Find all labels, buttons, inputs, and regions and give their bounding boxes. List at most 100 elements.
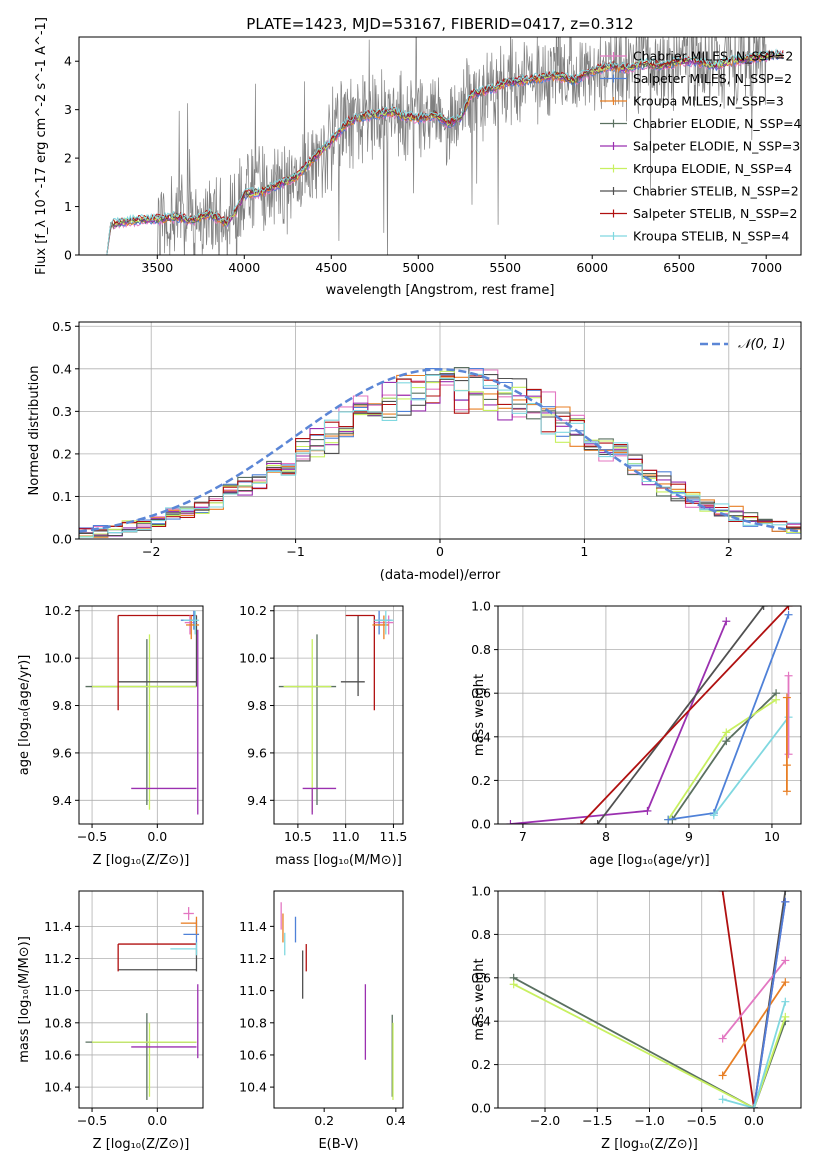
y-tick-label: 0.2 xyxy=(471,773,491,788)
y-tick-label: 10.0 xyxy=(239,651,267,666)
y-tick-label: 9.4 xyxy=(52,793,72,808)
spectrum-axes: 3500 4000 4500 5000 5500 6000 6500 7000 0 1 2 3 4 xyxy=(64,54,782,275)
x-tick-label: 0.0 xyxy=(744,1113,764,1128)
x-axis-label: wavelength [Angstrom, rest frame] xyxy=(326,283,555,298)
massweight-vs-Z-frame xyxy=(497,890,802,1109)
x-tick-label: 10 xyxy=(764,829,780,844)
y-tick-label: 1 xyxy=(64,199,72,214)
massweight-vs-age-axes: 7 8 9 10 0.0 0.2 0.4 0.6 0.8 1.0 xyxy=(471,599,801,844)
x-tick-label: 9 xyxy=(685,829,693,844)
mass-vs-ebv-axes: 0.2 0.4 10.4 10.6 10.8 11.0 11.2 11.4 xyxy=(239,919,406,1128)
x-tick-label: −2.0 xyxy=(530,1113,560,1128)
age-vs-mass-frame xyxy=(273,605,404,825)
residual-histogram xyxy=(79,373,801,539)
x-axis-label: (data-model)/error xyxy=(380,568,501,583)
x-tick-label: −0.5 xyxy=(77,829,107,844)
y-tick-label: 2 xyxy=(64,151,72,166)
x-tick-label: 6500 xyxy=(663,260,695,275)
y-tick-label: 11.2 xyxy=(44,951,72,966)
mass-vs-ebv-frame xyxy=(273,890,404,1109)
massweight-vs-Z-axes: −2.0 −1.5 −1.0 −0.5 0.0 0.0 0.2 0.4 0.6 0.8 1.0 xyxy=(471,884,801,1128)
x-tick-label: −1.0 xyxy=(634,1113,664,1128)
mass-weight-line xyxy=(580,606,790,824)
x-tick-label: 4500 xyxy=(315,260,347,275)
x-tick-label: 5000 xyxy=(402,260,434,275)
y-tick-label: 0.2 xyxy=(52,446,72,461)
x-tick-label: 7 xyxy=(519,829,527,844)
x-axis-label: E(B-V) xyxy=(318,1137,358,1152)
mass-weight-line xyxy=(713,716,790,816)
y-axis-label: mass [log₁₀(M/M⊙)] xyxy=(17,936,32,1063)
y-tick-label: 10.8 xyxy=(44,1015,72,1030)
mass-vs-Z-frame xyxy=(78,890,204,1109)
y-axis-label: age [log₁₀(age/yr)] xyxy=(17,655,32,776)
y-tick-label: 0.0 xyxy=(471,817,491,832)
legend-label: Chabrier MILES, N_SSP=2 xyxy=(633,49,793,64)
x-tick-label: 0.0 xyxy=(147,829,167,844)
legend-label: Kroupa ELODIE, N_SSP=4 xyxy=(633,161,792,176)
x-tick-label: 11.5 xyxy=(380,829,408,844)
x-tick-label: 0.0 xyxy=(147,1113,167,1128)
y-tick-label: 10.6 xyxy=(44,1047,72,1062)
x-tick-label: −0.5 xyxy=(77,1113,107,1128)
age-vs-mass-axes: 10.5 11.0 11.5 9.4 9.6 9.8 10.0 10.2 xyxy=(239,603,407,844)
legend-label: Salpeter ELODIE, N_SSP=3 xyxy=(633,139,800,154)
y-tick-label: 10.4 xyxy=(44,1080,72,1095)
y-tick-label: 3 xyxy=(64,102,72,117)
legend-label: Chabrier STELIB, N_SSP=2 xyxy=(633,184,799,199)
legend-label: Salpeter MILES, N_SSP=2 xyxy=(633,71,792,86)
x-tick-label: 10.5 xyxy=(284,829,312,844)
x-tick-label: 8 xyxy=(602,829,610,844)
age-vs-Z-frame xyxy=(78,605,204,825)
y-tick-label: 11.0 xyxy=(239,983,267,998)
y-tick-label: 0.8 xyxy=(471,642,491,657)
mass-weight-line xyxy=(722,1001,787,1108)
y-tick-label: 11.2 xyxy=(239,951,267,966)
legend-label: Kroupa STELIB, N_SSP=4 xyxy=(633,229,789,244)
y-tick-label: 1.0 xyxy=(471,884,491,899)
residual-histogram xyxy=(79,375,801,532)
y-tick-label: 11.0 xyxy=(44,983,72,998)
y-tick-label: 0.6 xyxy=(471,970,491,985)
y-tick-label: 0.4 xyxy=(471,1014,491,1029)
mass-weight-line xyxy=(596,606,765,824)
y-axis-label: mass weight xyxy=(472,674,487,756)
x-tick-label: 1 xyxy=(580,544,588,559)
x-tick-label: 0 xyxy=(436,544,444,559)
y-tick-label: 9.8 xyxy=(247,698,267,713)
x-tick-label: 4000 xyxy=(228,260,260,275)
y-tick-label: 0 xyxy=(64,248,72,263)
spectrum-frame xyxy=(78,36,802,256)
y-tick-label: 9.6 xyxy=(247,745,267,760)
massweight-vs-age-frame xyxy=(497,605,802,825)
y-tick-label: 10.2 xyxy=(44,603,72,618)
x-tick-label: −1.5 xyxy=(582,1113,612,1128)
model-spectrum-line xyxy=(106,49,784,255)
x-tick-label: 7000 xyxy=(750,260,782,275)
y-tick-label: 10.4 xyxy=(239,1080,267,1095)
model-spectrum-line xyxy=(106,48,784,255)
x-tick-label: −0.5 xyxy=(687,1113,717,1128)
y-tick-label: 0.0 xyxy=(52,532,72,547)
y-tick-label: 9.6 xyxy=(52,745,72,760)
x-tick-label: −1 xyxy=(286,544,304,559)
y-axis-label: Normed distribution xyxy=(27,366,42,496)
x-tick-label: 2 xyxy=(725,544,733,559)
normal-distribution-curve xyxy=(79,368,801,533)
mass-weight-line xyxy=(721,891,755,1108)
x-axis-label: Z [log₁₀(Z/Z⊙)] xyxy=(93,853,190,868)
x-tick-label: 0.2 xyxy=(314,1113,334,1128)
y-tick-label: 0.1 xyxy=(52,489,72,504)
mass-vs-Z-axes: −0.5 0.0 10.4 10.6 10.8 11.0 11.2 11.4 xyxy=(44,891,203,1128)
y-tick-label: 10.0 xyxy=(44,651,72,666)
x-axis-label: Z [log₁₀(Z/Z⊙)] xyxy=(601,1137,698,1152)
y-tick-label: 0.4 xyxy=(52,361,72,376)
legend-label: Kroupa MILES, N_SSP=3 xyxy=(633,94,784,109)
y-axis-label: Flux [f_λ 10^-17 erg cm^-2 s^-1 A^-1] xyxy=(34,17,49,275)
y-tick-label: 10.2 xyxy=(239,603,267,618)
y-tick-label: 1.0 xyxy=(471,599,491,614)
age-vs-Z-axes: −0.5 0.0 9.4 9.6 9.8 10.0 10.2 xyxy=(44,603,203,844)
x-tick-label: 11.0 xyxy=(332,829,360,844)
x-axis-label: Z [log₁₀(Z/Z⊙)] xyxy=(93,1137,190,1152)
